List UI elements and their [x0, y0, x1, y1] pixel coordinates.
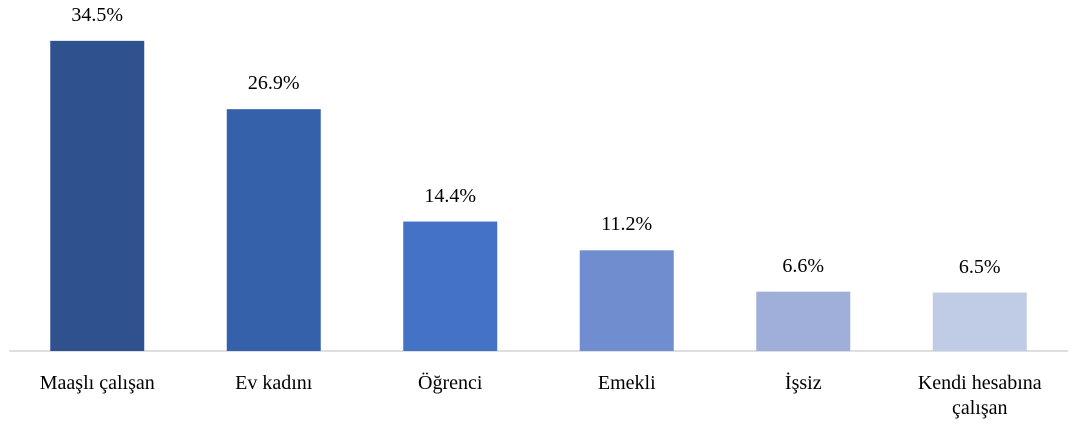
x-tick-label: Öğrenci — [418, 372, 483, 394]
value-label: 6.5% — [958, 255, 1001, 278]
value-label: 11.2% — [601, 213, 653, 236]
value-label: 34.5% — [71, 3, 124, 26]
value-label: 26.9% — [247, 72, 300, 95]
x-tick-label: Emekli — [597, 372, 656, 394]
bar — [579, 250, 674, 351]
x-tick-label: İşsiz — [784, 372, 822, 394]
value-label: 14.4% — [424, 184, 477, 207]
value-label: 6.6% — [782, 254, 825, 277]
x-tick-label: Ev kadını — [235, 372, 313, 394]
bar — [226, 109, 321, 351]
bar — [756, 291, 851, 351]
bar — [932, 292, 1027, 351]
x-tick-label: Maaşlı çalışan — [39, 372, 155, 394]
x-tick-label: Kendi hesabına çalışan — [917, 372, 1042, 419]
bar — [403, 221, 498, 351]
bar — [50, 40, 145, 351]
